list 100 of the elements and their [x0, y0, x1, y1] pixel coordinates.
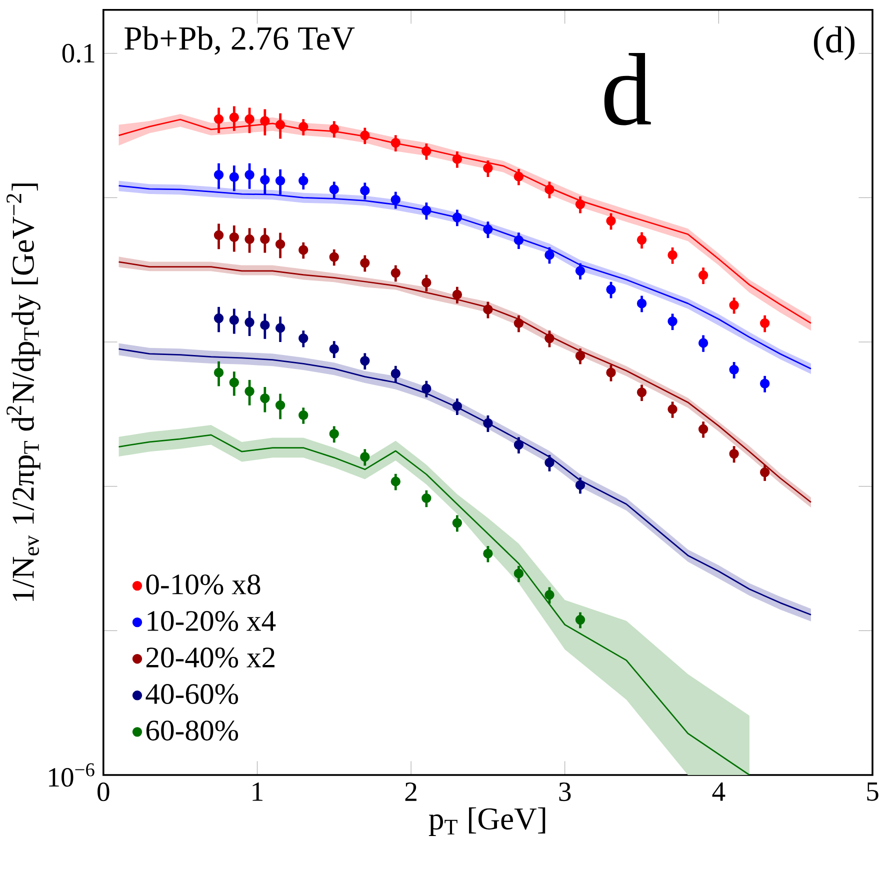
x-axis-title: p$_{T}$ [GeV]: [428, 807, 546, 836]
point: [606, 216, 616, 226]
point: [483, 224, 493, 234]
point: [360, 186, 370, 196]
point: [229, 315, 239, 325]
point: [544, 184, 554, 194]
point: [329, 429, 339, 439]
point: [544, 334, 554, 344]
point: [422, 146, 432, 156]
point: [275, 176, 286, 186]
point: [360, 356, 370, 366]
point: [544, 250, 554, 260]
point: [275, 400, 286, 410]
point: [244, 317, 254, 328]
point: [260, 320, 270, 330]
legend-label: 60-80%: [146, 720, 238, 741]
point: [390, 138, 400, 148]
point: [275, 239, 286, 250]
point: [668, 250, 678, 260]
point: [575, 199, 586, 210]
point: [636, 388, 647, 398]
x-tick-label: 5: [867, 782, 878, 801]
point: [390, 268, 400, 278]
point: [483, 418, 493, 428]
point: [214, 114, 224, 124]
point: [483, 304, 493, 314]
text: 1/N$_{ev}$ 1/2πp$_{T}$ d$^{2}$N/dp$_{T}$dy [GeV$^{−2}$]: [6, 184, 40, 601]
point: [422, 493, 432, 504]
point: [360, 258, 370, 268]
point: [360, 452, 370, 462]
point: [260, 234, 270, 244]
point: [275, 120, 286, 130]
point: [298, 122, 308, 132]
point: [729, 364, 739, 375]
point: [329, 184, 339, 194]
point: [298, 176, 308, 186]
point: [452, 518, 462, 528]
point: [452, 154, 462, 164]
point: [214, 368, 224, 378]
x-tick-label: 2: [405, 782, 416, 801]
point: [544, 458, 554, 468]
point: [544, 590, 554, 600]
point: [298, 410, 308, 420]
y-tick-label: 0.1: [62, 44, 94, 63]
point: [452, 212, 462, 222]
point: [329, 344, 339, 354]
point: [422, 206, 432, 216]
annotation: (d): [814, 26, 854, 60]
point: [483, 548, 493, 559]
point: [244, 386, 254, 396]
point: [760, 378, 770, 389]
point: [390, 476, 400, 486]
point: [514, 235, 524, 246]
point: [229, 232, 239, 242]
point: [422, 278, 432, 288]
point: [214, 170, 224, 180]
point: [575, 351, 586, 361]
legend-label: 0-10% x8: [146, 574, 260, 595]
point: [244, 234, 254, 244]
point: [298, 334, 308, 344]
x-tick-label: 4: [712, 782, 726, 801]
point: [729, 300, 739, 310]
point: [668, 404, 678, 414]
point: [636, 298, 647, 308]
point: [729, 449, 739, 459]
point: [390, 194, 400, 205]
legend-label: 40-60%: [146, 684, 238, 704]
point: [214, 230, 224, 240]
point: [575, 266, 586, 276]
x-tick-label: 3: [559, 782, 571, 802]
point: [452, 290, 462, 300]
point: [636, 235, 647, 245]
point: [514, 318, 524, 328]
point: [698, 270, 708, 280]
point: [606, 368, 616, 378]
point: [575, 615, 586, 625]
point: [606, 284, 616, 294]
point: [514, 172, 524, 182]
point: [698, 338, 708, 348]
point: [260, 116, 270, 126]
point: [390, 368, 400, 379]
annotation: d: [604, 53, 651, 126]
point: [698, 424, 708, 434]
point: [329, 252, 339, 262]
point: [260, 175, 270, 185]
point: [575, 480, 586, 490]
point: [214, 314, 224, 324]
point: [760, 468, 770, 478]
x-tick-label: 1: [252, 782, 262, 801]
point: [260, 394, 270, 404]
point: [360, 130, 370, 140]
point: [329, 124, 339, 134]
point: [760, 318, 770, 328]
point: [229, 378, 239, 388]
y-tick-label: 10$^{−6}$: [49, 763, 94, 787]
point: [298, 245, 308, 255]
point: [229, 112, 239, 122]
annotation: Pb+Pb, 2.76 TeV: [124, 26, 355, 55]
point: [452, 401, 462, 412]
x-tick-label: 0: [98, 782, 110, 802]
